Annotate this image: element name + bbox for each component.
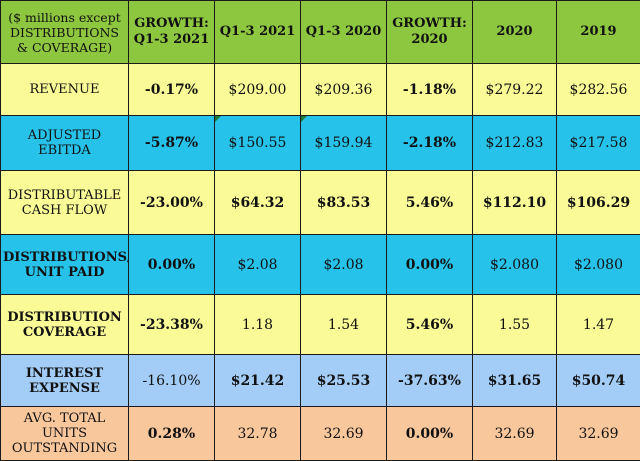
table-cell: $282.56 xyxy=(557,64,640,116)
table-cell: $106.29 xyxy=(557,171,640,235)
row-label: DISTRIBUTION COVERAGE xyxy=(1,295,129,355)
header-2020: 2020 xyxy=(473,1,557,64)
table-cell: $2.080 xyxy=(473,235,557,295)
table-cell: -5.87% xyxy=(129,116,215,171)
table-cell: 0.00% xyxy=(387,407,473,461)
row-label: DISTRIBUTABLE CASH FLOW xyxy=(1,171,129,235)
table-cell: $64.32 xyxy=(215,171,301,235)
table-cell: 32.69 xyxy=(557,407,640,461)
table-cell: $209.36 xyxy=(301,64,387,116)
table-cell: $83.53 xyxy=(301,171,387,235)
comment-marker-icon xyxy=(301,116,307,122)
table-cell: $31.65 xyxy=(473,355,557,407)
table-cell: 1.54 xyxy=(301,295,387,355)
cell-value: $159.94 xyxy=(315,135,373,151)
header-growth-2020: GROWTH: 2020 xyxy=(387,1,473,64)
table-cell: $2.08 xyxy=(215,235,301,295)
table-cell: $112.10 xyxy=(473,171,557,235)
table-row-adjusted-ebitda: ADJUSTED EBITDA -5.87% $150.55 $159.94 -… xyxy=(1,116,640,171)
table-cell: -37.63% xyxy=(387,355,473,407)
table-cell: 32.69 xyxy=(473,407,557,461)
row-label: REVENUE xyxy=(1,64,129,116)
table-cell: 5.46% xyxy=(387,295,473,355)
cell-value: $150.55 xyxy=(229,135,287,151)
table-cell: 0.00% xyxy=(129,235,215,295)
table-cell: -2.18% xyxy=(387,116,473,171)
row-label: INTEREST EXPENSE xyxy=(1,355,129,407)
table-cell: $25.53 xyxy=(301,355,387,407)
header-row: ($ millions except DISTRIBUTIONS & COVER… xyxy=(1,1,640,64)
table-cell: 32.69 xyxy=(301,407,387,461)
table-cell: $2.08 xyxy=(301,235,387,295)
table-cell: $21.42 xyxy=(215,355,301,407)
table-row-distribution-coverage: DISTRIBUTION COVERAGE -23.38% 1.18 1.54 … xyxy=(1,295,640,355)
table-cell: -0.17% xyxy=(129,64,215,116)
header-label: ($ millions except DISTRIBUTIONS & COVER… xyxy=(1,1,129,64)
table-cell: $2.080 xyxy=(557,235,640,295)
table-cell: $50.74 xyxy=(557,355,640,407)
header-q13-2021: Q1-3 2021 xyxy=(215,1,301,64)
table-cell: $159.94 xyxy=(301,116,387,171)
table-row-distributable-cash-flow: DISTRIBUTABLE CASH FLOW -23.00% $64.32 $… xyxy=(1,171,640,235)
header-2019: 2019 xyxy=(557,1,640,64)
table-cell: 0.28% xyxy=(129,407,215,461)
table-cell: 1.18 xyxy=(215,295,301,355)
table-cell: $150.55 xyxy=(215,116,301,171)
table-cell: 0.00% xyxy=(387,235,473,295)
table-cell: -1.18% xyxy=(387,64,473,116)
table-cell: 5.46% xyxy=(387,171,473,235)
header-q13-2020: Q1-3 2020 xyxy=(301,1,387,64)
table-cell: 1.47 xyxy=(557,295,640,355)
table-cell: 32.78 xyxy=(215,407,301,461)
row-label: DISTRIBUTIONS/ UNIT PAID xyxy=(1,235,129,295)
comment-marker-icon xyxy=(215,116,221,122)
table-cell: 1.55 xyxy=(473,295,557,355)
table-row-revenue: REVENUE -0.17% $209.00 $209.36 -1.18% $2… xyxy=(1,64,640,116)
table-cell: $217.58 xyxy=(557,116,640,171)
table-cell: -23.00% xyxy=(129,171,215,235)
row-label: ADJUSTED EBITDA xyxy=(1,116,129,171)
table-row-distributions-unit-paid: DISTRIBUTIONS/ UNIT PAID 0.00% $2.08 $2.… xyxy=(1,235,640,295)
table-row-interest-expense: INTEREST EXPENSE -16.10% $21.42 $25.53 -… xyxy=(1,355,640,407)
table-cell: $209.00 xyxy=(215,64,301,116)
table-cell: $279.22 xyxy=(473,64,557,116)
table-cell: $212.83 xyxy=(473,116,557,171)
table-row-avg-total-units-outstanding: AVG. TOTAL UNITS OUTSTANDING 0.28% 32.78… xyxy=(1,407,640,461)
table-cell: -23.38% xyxy=(129,295,215,355)
table-cell: -16.10% xyxy=(129,355,215,407)
header-growth-q13-2021: GROWTH: Q1-3 2021 xyxy=(129,1,215,64)
row-label: AVG. TOTAL UNITS OUTSTANDING xyxy=(1,407,129,461)
